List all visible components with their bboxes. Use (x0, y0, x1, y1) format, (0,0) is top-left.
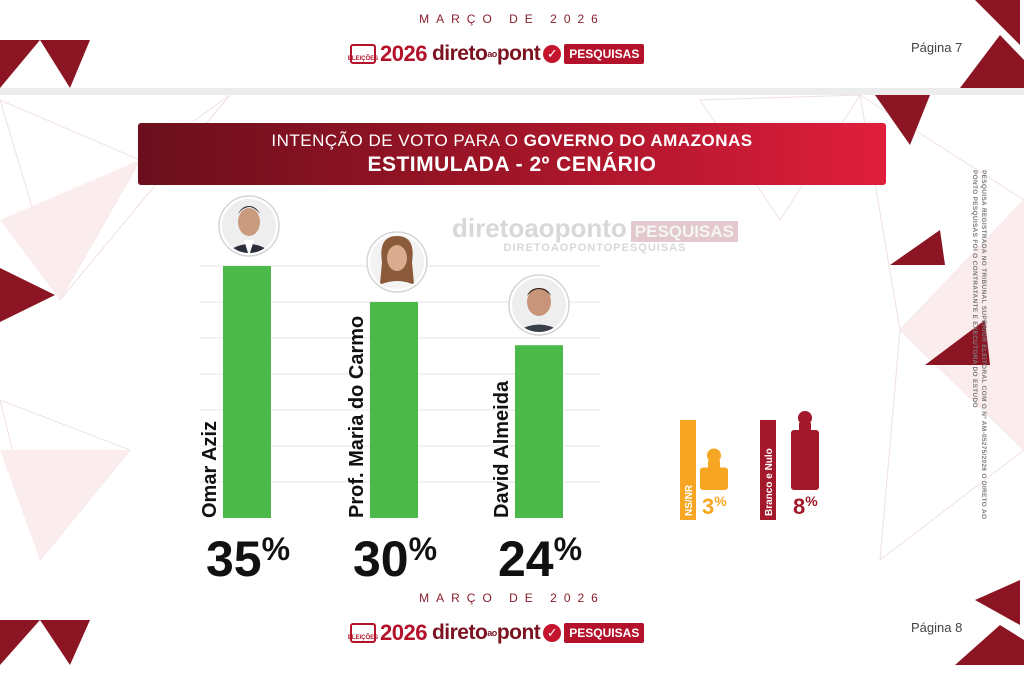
checkmark-icon: ✓ (543, 624, 562, 642)
watermark: diretoaoponto PESQUISAS DIRETOAOPONTOPESQ… (452, 213, 738, 254)
logo-brand-small: ao (487, 49, 497, 59)
others-bar (700, 467, 728, 490)
legal-registration-note: PESQUISA REGISTRADA NO TRIBUNAL SUPERIOR… (971, 170, 987, 520)
candidate-value-label: 35% (206, 531, 290, 587)
avatar-david-almeida (508, 274, 570, 336)
header-month: MARÇO DE 2026 (419, 12, 605, 26)
others-value-label: 8% (793, 493, 818, 519)
logo-brand-b: pont (496, 42, 541, 65)
candidate-name-label: Prof. Maria do Carmo (346, 316, 368, 518)
ballot-box-icon: ELEIÇÕES (348, 44, 378, 64)
others-label-tab (680, 420, 696, 520)
avatar-maria-do-carmo (366, 231, 428, 293)
logo-brand-small: ao (487, 628, 497, 638)
candidate-value-label: 24% (498, 531, 582, 587)
logo-brand-b: pont (496, 621, 541, 644)
bar-omar-aziz (223, 266, 271, 518)
header-page-number: Página 7 (911, 40, 963, 55)
logo-year: 2026 (380, 41, 427, 66)
others-label-tab (760, 420, 776, 520)
person-silhouette-icon (700, 448, 728, 490)
ballot-box-icon: ELEIÇÕES (348, 623, 378, 643)
logo-brand-a: direto (431, 621, 488, 644)
logo-tag: PESQUISAS (564, 623, 645, 643)
logo-brand-a: direto (431, 42, 488, 65)
others-bar (791, 430, 819, 490)
avatar-omar-aziz (218, 195, 280, 257)
banner-subtitle: ESTIMULADA - 2º CENÁRIO (367, 153, 657, 176)
footer-month: MARÇO DE 2026 (419, 591, 605, 605)
previous-page-strip (0, 0, 1024, 88)
others-value-label: 3% (702, 493, 727, 519)
candidate-value-label: 30% (353, 531, 437, 587)
person-silhouette-icon (791, 411, 819, 490)
logo-tag: PESQUISAS (564, 44, 645, 64)
title-banner: INTENÇÃO DE VOTO PARA O GOVERNO DO AMAZO… (138, 123, 886, 185)
checkmark-icon: ✓ (543, 45, 562, 63)
bar-prof-maria-do-carmo (370, 302, 418, 518)
others-name-label: Branco e Nulo (764, 448, 775, 516)
candidate-name-label: Omar Aziz (199, 421, 221, 518)
candidate-name-label: David Almeida (491, 380, 513, 518)
others-name-label: NS/NR (684, 484, 695, 516)
footer-page-number: Página 8 (911, 620, 963, 635)
next-page-strip (0, 588, 1024, 681)
logo-year: 2026 (380, 620, 427, 645)
bar-david-almeida (515, 345, 563, 518)
footer-logo: ELEIÇÕES 2026 direto ao pont ✓ PESQUISAS (348, 619, 645, 647)
header-logo: ELEIÇÕES 2026 direto ao pont ✓ PESQUISAS (348, 40, 645, 68)
banner-title: INTENÇÃO DE VOTO PARA O GOVERNO DO AMAZO… (271, 131, 753, 150)
